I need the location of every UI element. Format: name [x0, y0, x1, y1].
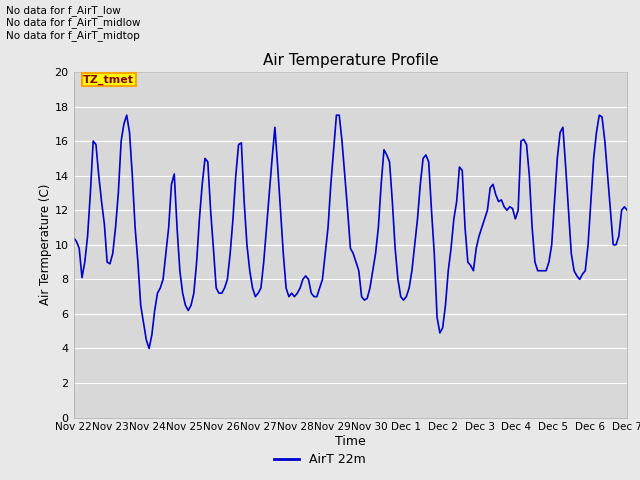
X-axis label: Time: Time [335, 435, 366, 448]
Text: TZ_tmet: TZ_tmet [83, 74, 134, 84]
Text: No data for f_AirT_low
No data for f_AirT_midlow
No data for f_AirT_midtop: No data for f_AirT_low No data for f_Air… [6, 5, 141, 41]
Title: Air Temperature Profile: Air Temperature Profile [262, 53, 438, 68]
Legend: AirT 22m: AirT 22m [269, 448, 371, 471]
Y-axis label: Air Termperature (C): Air Termperature (C) [39, 184, 52, 305]
